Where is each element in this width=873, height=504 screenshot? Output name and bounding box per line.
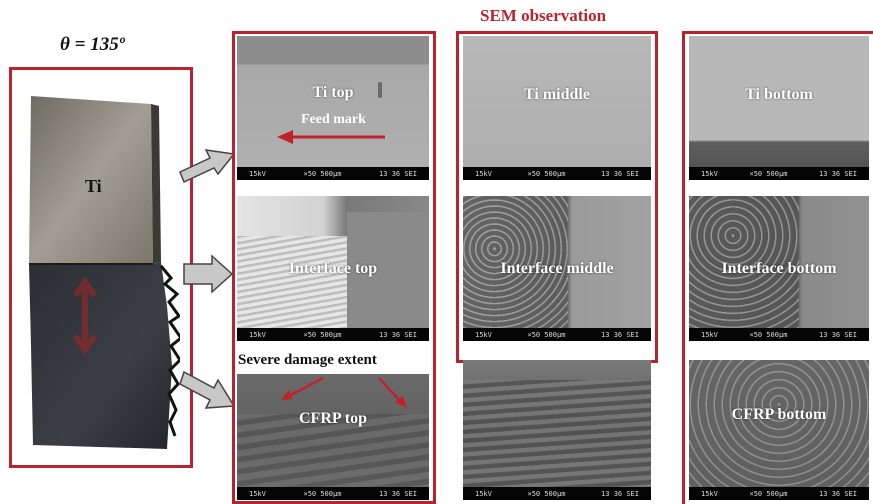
scalebar: 15kV ×50 500μm 13 36 SEI [689,167,869,180]
panel-interface-middle: Interface middle 15kV ×50 500μm 13 36 SE… [463,196,651,341]
scalebar: 15kV ×50 500μm 13 36 SEI [689,487,869,500]
panel-ti-top: Ti top Feed mark 15kV ×50 500μm 13 36 SE… [237,36,429,180]
scalebar-mag: ×50 500μm [749,330,788,339]
scalebar-mag: ×50 500μm [303,489,342,498]
scalebar: 15kV ×50 500μm 13 36 SEI [463,487,651,500]
ti-bottom-label: Ti bottom [745,86,813,103]
cfrp-top-label: CFRP top [299,410,367,427]
sample-specimen: Ti [27,96,184,449]
debris-texture [689,196,799,328]
interface-top-label: Interface top [288,260,378,277]
scalebar-mag: ×50 500μm [303,330,342,339]
cfrp-bottom-label: CFRP bottom [731,406,827,423]
arrow-middle-icon [183,254,234,294]
scalebar-code: 13 36 SEI [601,169,639,178]
ti-label: Ti [85,176,102,196]
debris-texture [463,196,568,328]
scalebar-mag: ×50 500μm [303,169,342,178]
severe-damage-label: Severe damage extent [238,352,377,368]
panel-interface-bottom: Interface bottom 15kV ×50 500μm 13 36 SE… [689,196,869,341]
scalebar-code: 13 36 SEI [819,489,857,498]
debris-texture [689,360,869,487]
fiber-streaks [237,236,347,330]
scalebar-code: 13 36 SEI [379,330,417,339]
scalebar: 15kV ×50 500μm 13 36 SEI [237,167,429,180]
scalebar-kv: 15kV [475,489,492,498]
pointer-arrows [179,149,236,409]
scalebar-code: 13 36 SEI [601,330,639,339]
interface-bottom-label: Interface bottom [721,260,837,277]
fiber-layers [237,414,429,487]
scalebar: 15kV ×50 500μm 13 36 SEI [237,328,429,341]
scalebar: 15kV ×50 500μm 13 36 SEI [463,328,651,341]
scalebar-mag: ×50 500μm [527,169,566,178]
panel-ti-middle: Ti middle 15kV ×50 500μm 13 36 SEI [463,36,651,180]
panel-cfrp-bottom: CFRP bottom 15kV ×50 500μm 13 36 SEI [689,360,869,500]
scalebar-kv: 15kV [701,169,718,178]
fiber-layers [463,380,651,487]
scalebar-kv: 15kV [701,489,718,498]
ti-top-label: Ti top [312,84,354,101]
arrow-bottom-icon [179,370,236,409]
scalebar-code: 13 36 SEI [819,330,857,339]
scalebar-kv: 15kV [249,489,266,498]
feed-mark-arrow-icon [277,130,385,144]
ti-middle-label: Ti middle [524,86,590,103]
interface-middle-label: Interface middle [500,260,614,277]
sem-observation-title: SEM observation [480,6,607,25]
column-frame-left [232,31,436,504]
scalebar-mag: ×50 500μm [749,169,788,178]
scalebar-kv: 15kV [475,169,492,178]
scalebar-mag: ×50 500μm [527,489,566,498]
panel-cfrp-top: CFRP top 15kV ×50 500μm 13 36 SEI [237,374,429,500]
scalebar-mag: ×50 500μm [749,489,788,498]
scalebar-kv: 15kV [249,169,266,178]
surface-mark [378,82,382,98]
panel-interface-top: Interface top 15kV ×50 500μm 13 36 SEI [237,196,429,341]
specimen-graphic [29,96,184,449]
scalebar-code: 13 36 SEI [601,489,639,498]
column-frame-right [682,31,873,504]
scalebar: 15kV ×50 500μm 13 36 SEI [689,328,869,341]
scalebar-kv: 15kV [701,330,718,339]
scalebar-mag: ×50 500μm [527,330,566,339]
scalebar: 15kV ×50 500μm 13 36 SEI [237,487,429,500]
angle-label: θ = 135º [60,34,125,55]
feed-mark-label: Feed mark [301,112,366,127]
ti-block [347,212,429,330]
scalebar-kv: 15kV [249,330,266,339]
scalebar-code: 13 36 SEI [379,169,417,178]
scalebar-kv: 15kV [475,330,492,339]
scalebar: 15kV ×50 500μm 13 36 SEI [463,167,651,180]
arrow-top-icon [179,149,236,184]
scalebar-code: 13 36 SEI [819,169,857,178]
scalebar-code: 13 36 SEI [379,489,417,498]
damage-arrows-icon [281,376,407,408]
panel-ti-bottom: Ti bottom 15kV ×50 500μm 13 36 SEI [689,36,869,180]
panel-cfrp-middle: 15kV ×50 500μm 13 36 SEI [463,360,651,500]
